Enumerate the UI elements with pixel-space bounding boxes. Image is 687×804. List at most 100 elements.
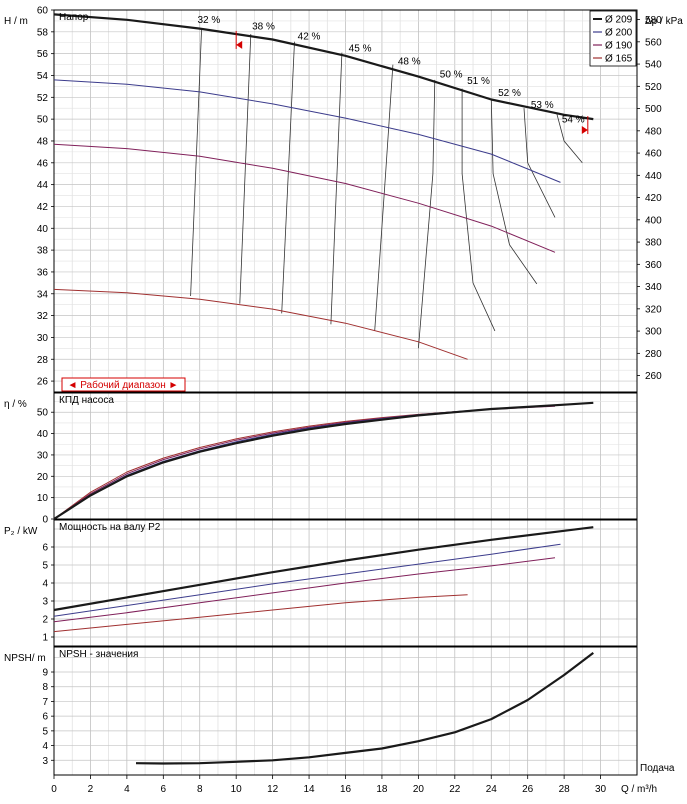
- right-tick-label: 560: [645, 37, 662, 48]
- curves: [53, 13, 594, 765]
- y-tick-label: 26: [37, 377, 49, 388]
- right-tick-label: 260: [645, 371, 662, 382]
- right-tick-label: 440: [645, 171, 662, 182]
- x-tick-label: 28: [559, 784, 571, 795]
- efficiency-contour: [461, 88, 496, 332]
- x-tick-label: 4: [124, 784, 130, 795]
- y-tick-label: 6: [42, 543, 48, 554]
- x-tick-label: 0: [51, 784, 57, 795]
- y-axis-label: NPSH/ m: [4, 653, 46, 664]
- y-tick-label: 34: [37, 289, 49, 300]
- operating-range-label: ◄ Рабочий диапазон ►: [68, 379, 179, 391]
- curve-head-209: [53, 13, 594, 121]
- efficiency-label: 42 %: [298, 31, 321, 42]
- x-tick-label: 8: [197, 784, 203, 795]
- x-tick-label: 20: [413, 784, 425, 795]
- x-tick-label: 22: [449, 784, 461, 795]
- efficiency-label: 38 %: [252, 22, 275, 33]
- efficiency-contour: [281, 41, 295, 314]
- panel-title: NPSH - значения: [59, 649, 138, 660]
- grid: [51, 9, 640, 779]
- right-tick-label: 340: [645, 282, 662, 293]
- right-tick-label: 300: [645, 327, 662, 338]
- legend-entry: Ø 209: [605, 15, 633, 26]
- y-tick-label: 1: [42, 633, 48, 644]
- y-tick-label: 36: [37, 267, 49, 278]
- legend-entry: Ø 200: [605, 28, 633, 39]
- right-tick-label: 520: [645, 82, 662, 93]
- y-tick-label: 30: [37, 450, 49, 461]
- y-tick-label: 50: [37, 115, 49, 126]
- y-axis-label: P₂ / kW: [4, 526, 38, 537]
- right-tick-label: 360: [645, 260, 662, 271]
- curve-power-190: [53, 557, 556, 623]
- y-tick-label: 52: [37, 93, 49, 104]
- y-tick-label: 28: [37, 355, 49, 366]
- right-tick-label: 380: [645, 238, 662, 249]
- range-marker-arrow: [581, 126, 588, 135]
- x-tick-label: 10: [231, 784, 243, 795]
- y-tick-label: 3: [42, 756, 48, 767]
- panel-title: Напор: [59, 12, 89, 23]
- curve-efficiency-209: [53, 401, 594, 520]
- curve-power-165: [53, 594, 468, 633]
- right-tick-label: 480: [645, 126, 662, 137]
- x-tick-label: 24: [486, 784, 498, 795]
- y-tick-label: 6: [42, 712, 48, 723]
- curve-head-190: [53, 143, 556, 253]
- right-tick-label: 400: [645, 215, 662, 226]
- y-tick-label: 10: [37, 493, 49, 504]
- x-tick-label: 6: [161, 784, 167, 795]
- y-tick-label: 30: [37, 333, 49, 344]
- efficiency-contour: [190, 28, 202, 297]
- efficiency-label: 50 %: [440, 70, 463, 81]
- operating-range-box: [61, 377, 186, 392]
- efficiency-label: 51 %: [467, 76, 490, 87]
- y-tick-label: 46: [37, 158, 49, 169]
- x-axis-caption: Подача: [640, 763, 675, 774]
- curve-efficiency-200: [53, 404, 561, 520]
- right-tick-label: 320: [645, 304, 662, 315]
- y-tick-label: 48: [37, 136, 49, 147]
- y-tick-label: 5: [42, 726, 48, 737]
- y-tick-label: 5: [42, 561, 48, 572]
- y-tick-label: 32: [37, 311, 49, 322]
- right-tick-label: 540: [645, 60, 662, 71]
- y-tick-label: 58: [37, 27, 49, 38]
- curve-power-200: [53, 543, 561, 617]
- panel-title: КПД насоса: [59, 395, 114, 406]
- x-tick-label: 30: [595, 784, 607, 795]
- y-axis-label: H / m: [4, 16, 28, 27]
- panel-title: Мощность на валу P2: [59, 522, 161, 533]
- panel-frame: [53, 392, 638, 520]
- efficiency-contour: [490, 99, 538, 285]
- right-tick-label: 580: [645, 15, 662, 26]
- y-tick-label: 20: [37, 472, 49, 483]
- efficiency-contour: [374, 64, 394, 331]
- y-tick-label: 42: [37, 202, 49, 213]
- range-marker-arrow: [236, 40, 243, 49]
- x-tick-label: 2: [88, 784, 94, 795]
- curve-efficiency-165: [53, 410, 468, 520]
- efficiency-contours: [190, 28, 583, 349]
- efficiency-contour: [556, 113, 583, 164]
- legend-entry: Ø 190: [605, 41, 633, 52]
- y-tick-label: 3: [42, 597, 48, 608]
- y-tick-label: 56: [37, 49, 49, 60]
- right-tick-label: 500: [645, 104, 662, 115]
- efficiency-label: 52 %: [498, 88, 521, 99]
- y-tick-label: 40: [37, 429, 49, 440]
- efficiency-label: 45 %: [349, 43, 372, 54]
- right-axis-label: Δp / kPa: [645, 16, 683, 27]
- y-tick-label: 50: [37, 408, 49, 419]
- y-tick-label: 7: [42, 697, 48, 708]
- y-axis-label: η / %: [4, 399, 27, 410]
- efficiency-contour: [239, 33, 252, 304]
- efficiency-contour: [330, 52, 343, 325]
- legend-box: [589, 10, 637, 67]
- legend: Ø 209 Ø 200 Ø 190 Ø 165: [589, 10, 637, 67]
- efficiency-contour: [418, 79, 436, 349]
- y-tick-label: 8: [42, 682, 48, 693]
